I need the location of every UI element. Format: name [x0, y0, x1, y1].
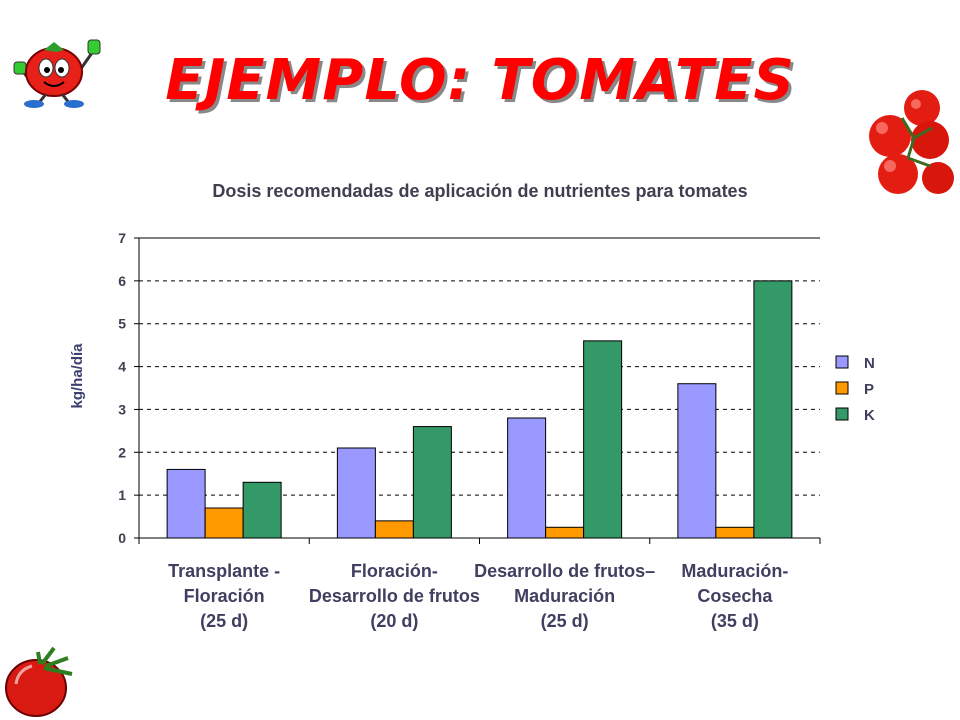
- x-category-label-line: Transplante -: [168, 561, 281, 581]
- bar-P-4: [715, 526, 755, 539]
- legend-label-P: P: [864, 381, 874, 398]
- x-category-label-line: Desarrollo de frutos: [308, 586, 480, 606]
- x-category-label-line: Floración-: [350, 561, 438, 581]
- bar-P-3: [545, 526, 585, 539]
- y-tick-label: 7: [118, 230, 126, 246]
- x-category-label-line: Desarrollo de frutos–: [474, 561, 656, 581]
- bar-K-2: [412, 426, 452, 539]
- x-category-label: Floración- Desarrollo de frutos (20 d): [284, 559, 504, 634]
- bar-N-2: [336, 447, 376, 539]
- x-category-label-line: (20 d): [370, 611, 419, 631]
- bar-P-2: [374, 520, 414, 539]
- tomato-cluster-icon: [869, 90, 954, 194]
- y-tick-label: 4: [118, 359, 126, 375]
- x-category-label-line: Maduración-: [681, 561, 789, 581]
- y-tick-label: 1: [118, 487, 126, 503]
- x-category-label: Desarrollo de frutos– Maduración (25 d): [455, 559, 675, 634]
- slide-title: EJEMPLO: TOMATES: [165, 48, 795, 113]
- bar-P-1: [204, 507, 244, 539]
- x-category-label: Maduración- Cosecha (35 d): [625, 559, 845, 634]
- x-category-label-line: Cosecha: [697, 586, 773, 606]
- x-category-label: Transplante - Floración (25 d): [114, 559, 334, 634]
- y-axis-label: kg/ha/día: [69, 343, 86, 409]
- x-category-label-line: Maduración: [514, 586, 616, 606]
- y-tick-label: 5: [118, 316, 126, 332]
- y-tick-label: 0: [118, 530, 126, 546]
- bar-K-1: [242, 481, 282, 539]
- legend-label-K: K: [864, 407, 875, 424]
- y-tick-label: 6: [118, 273, 126, 289]
- y-tick-label: 3: [118, 401, 126, 417]
- x-category-label-line: (25 d): [540, 611, 589, 631]
- y-tick-label: 2: [118, 444, 126, 460]
- chart-title: Dosis recomendadas de aplicación de nutr…: [212, 181, 748, 201]
- legend-swatch-K: [835, 407, 849, 421]
- bar-N-1: [166, 468, 206, 539]
- bar-N-4: [677, 383, 717, 539]
- tomato-icon: [5, 646, 73, 717]
- x-category-label-line: (25 d): [200, 611, 249, 631]
- bar-N-3: [507, 417, 547, 539]
- tomato-mascot-icon: [13, 39, 101, 108]
- bar-K-4: [753, 280, 793, 539]
- legend-swatch-P: [835, 381, 849, 395]
- x-category-label-line: Floración: [183, 586, 265, 606]
- bar-K-3: [583, 340, 623, 539]
- x-category-label-line: (35 d): [710, 611, 759, 631]
- legend-label-N: N: [864, 355, 875, 372]
- legend-swatch-N: [835, 355, 849, 369]
